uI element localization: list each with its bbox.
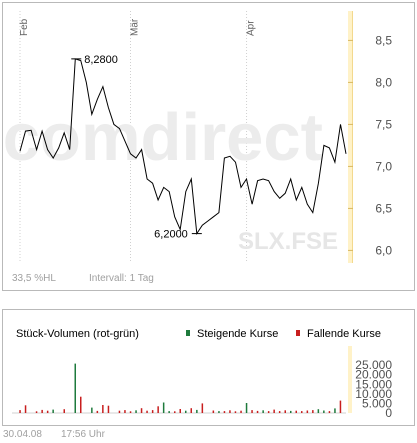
volume-bar-falling — [234, 411, 237, 413]
volume-bar-falling — [267, 411, 270, 413]
volume-bar-falling — [278, 411, 281, 413]
volume-bar-rising — [218, 411, 220, 413]
volume-bar-rising — [52, 409, 54, 413]
volume-bar-rising — [168, 411, 170, 413]
volume-bar-falling — [190, 408, 192, 413]
volume-bar-falling — [295, 410, 297, 413]
volume-bar-falling — [19, 410, 21, 413]
volume-bar-falling — [107, 405, 110, 413]
volume-bar-falling — [312, 410, 314, 413]
volume-bars — [19, 363, 342, 413]
volume-bar-falling — [251, 410, 253, 413]
volume-bar-falling — [301, 411, 303, 413]
price-chart-panel: Feb Mär Apr comdirect SLX.FSE 8,5 8,0 7,5 7,0… — [2, 2, 415, 291]
volume-chart: Stück-Volumen (rot-grün) Steigende Kurse… — [12, 328, 392, 420]
volume-bar-falling — [118, 410, 121, 413]
volume-y-axis-band — [348, 346, 352, 413]
price-grid — [348, 39, 353, 251]
volume-y-tick-label: 0 — [385, 406, 392, 420]
volume-bar-falling — [229, 410, 231, 413]
y-axis-band-edge — [352, 11, 353, 263]
volume-bar-rising — [290, 410, 292, 413]
month-ticks: Feb Mär Apr — [19, 11, 257, 263]
low-annotation: 6,2000 — [154, 229, 188, 241]
volume-y-tick-label: 10.000 — [355, 387, 392, 401]
legend-rising-swatch — [186, 330, 190, 336]
price-y-tick-label: 6,5 — [375, 201, 392, 215]
volume-y-tick-label: 25.000 — [355, 358, 392, 372]
volume-bar-falling — [129, 411, 132, 413]
price-y-tick-label: 6,0 — [375, 243, 392, 257]
legend-rising-label: Steigende Kurse — [197, 328, 278, 340]
volume-bar-rising — [196, 409, 198, 413]
volume-bar-falling — [80, 396, 82, 413]
volume-bar-rising — [74, 363, 76, 413]
volume-bar-rising — [91, 407, 93, 413]
volume-bar-falling — [212, 410, 215, 413]
volume-bar-rising — [162, 402, 165, 413]
volume-y-tick-label: 5.000 — [362, 396, 392, 410]
volume-bar-falling — [223, 411, 226, 413]
volume-bar-falling — [201, 403, 204, 413]
legend-falling-label: Fallende Kurse — [307, 328, 381, 340]
price-line — [19, 58, 347, 236]
volume-bar-falling — [124, 410, 126, 413]
price-y-tick-label: 7,5 — [375, 117, 392, 131]
month-label: Mär — [130, 18, 141, 36]
legend-falling-swatch — [296, 330, 300, 336]
volume-bar-rising — [334, 408, 336, 413]
volume-bar-rising — [317, 409, 320, 413]
volume-bar-falling — [41, 409, 43, 413]
price-y-tick-label: 7,0 — [375, 159, 392, 173]
volume-bar-falling — [174, 411, 176, 413]
volume-bar-falling — [96, 410, 99, 413]
hl-label: 33,5 %HL — [12, 273, 56, 284]
volume-bar-falling — [151, 410, 154, 413]
price-y-tick-label: 8,5 — [375, 33, 392, 47]
watermark: comdirect — [3, 100, 323, 175]
high-annotation: 8,2800 — [84, 54, 118, 66]
volume-y-tick-label: 20.000 — [355, 368, 392, 382]
interval-label: Intervall: 1 Tag — [89, 273, 154, 284]
volume-chart-title: Stück-Volumen (rot-grün) — [16, 328, 139, 340]
volume-bar-falling — [339, 400, 342, 413]
symbol-label: SLX.FSE — [238, 228, 338, 255]
month-label: Feb — [19, 18, 30, 36]
month-label: Apr — [246, 20, 257, 36]
volume-bar-falling — [63, 409, 65, 413]
volume-bar-falling — [46, 410, 49, 413]
volume-bar-falling — [284, 410, 286, 413]
volume-bar-falling — [157, 406, 159, 413]
volume-bar-falling — [256, 410, 259, 413]
volume-bar-falling — [306, 410, 309, 413]
volume-bar-falling — [24, 405, 27, 413]
volume-bar-rising — [245, 403, 248, 413]
volume-chart-panel: Stück-Volumen (rot-grün) Steigende Kurse… — [2, 309, 415, 426]
volume-bar-falling — [102, 405, 104, 413]
volume-bar-falling — [35, 411, 38, 413]
volume-bar-rising — [323, 410, 325, 413]
volume-bar-rising — [262, 410, 264, 413]
price-y-tick-labels: 8,5 8,0 7,5 7,0 6,5 6,0 — [375, 33, 392, 257]
volume-bar-falling — [140, 408, 143, 413]
volume-bar-rising — [135, 410, 137, 413]
y-axis-band — [348, 11, 352, 263]
footer-date: 30.04.08 — [3, 429, 42, 440]
footer-time: 17:56 Uhr — [61, 429, 105, 440]
price-chart: Feb Mär Apr comdirect SLX.FSE 8,5 8,0 7,5 7,0… — [3, 11, 392, 284]
volume-bar-rising — [185, 410, 187, 413]
volume-bar-falling — [179, 409, 181, 413]
volume-bar-falling — [146, 410, 148, 413]
price-annotations: 8,2800 6,2000 — [71, 54, 202, 241]
volume-y-tick-label: 15.000 — [355, 377, 392, 391]
volume-bar-falling — [273, 409, 275, 413]
volume-bar-falling — [240, 410, 242, 413]
price-y-tick-label: 8,0 — [375, 75, 392, 89]
volume-bar-falling — [328, 411, 331, 413]
